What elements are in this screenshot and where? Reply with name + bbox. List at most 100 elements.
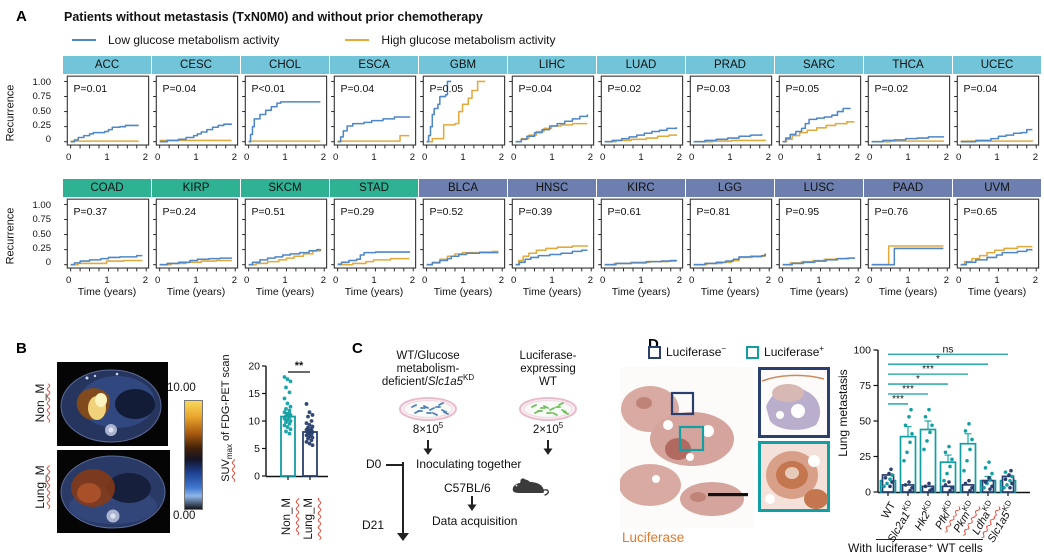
lung-histology-image [620, 367, 754, 528]
svg-text:P=0.01: P=0.01 [74, 83, 108, 95]
inoculating-label: Inoculating together [416, 457, 522, 471]
suv-axis-label: SUVmax of FDG-PET scan [219, 354, 235, 482]
panel-d-label: D [648, 336, 659, 353]
svg-text:P=0.05: P=0.05 [786, 83, 820, 95]
km-y-axis: Recurrence 1.00 0.75 0.50 0.25 0 [2, 179, 62, 299]
cancer-type-header-kirc: KIRC [597, 179, 685, 197]
pet-row-label-lung-m: Lung_M [33, 465, 47, 509]
svg-text:P=0.51: P=0.51 [252, 206, 286, 218]
legend-low-label: Low glucose metabolism activity [108, 33, 280, 47]
km-plot-lusc: P=0.95 [776, 198, 862, 272]
km-plot-uvm: P=0.65 [954, 198, 1040, 272]
km-plot-lgg: P=0.81 [687, 198, 773, 272]
km-plot-stad: P=0.29 [331, 198, 417, 272]
pet-colorbar [184, 400, 203, 510]
mouse-strain-label: C57BL/6 [444, 481, 491, 495]
km-panel-lusc: LUSC P=0.95 0 1 2 Time (years) [775, 179, 863, 299]
svg-text:20: 20 [248, 361, 260, 373]
timeline-d0-tick [386, 464, 404, 466]
km-row: Recurrence 1.00 0.75 0.50 0.25 0 ACC P=0.01 0 1 2 C… [2, 56, 1041, 163]
colorbar-min-label: 0.00 [173, 510, 196, 522]
cancer-type-header-lusc: LUSC [775, 179, 863, 197]
svg-text:P=0.04: P=0.04 [341, 83, 375, 95]
x-axis-title: Time (years) [878, 286, 938, 298]
cancer-type-header-hnsc: HNSC [508, 179, 596, 197]
cancer-type-header-kirp: KIRP [152, 179, 240, 197]
x-axis-title: Time (years) [967, 286, 1027, 298]
cancer-type-header-esca: ESCA [330, 56, 418, 74]
cancer-type-header-skcm: SKCM [241, 179, 329, 197]
svg-text:P=0.37: P=0.37 [74, 206, 108, 218]
svg-text:P=0.04: P=0.04 [964, 83, 998, 95]
legend-high-label: High glucose metabolism activity [381, 33, 556, 47]
luciferase-negative-inset [758, 367, 830, 438]
y-axis-title: Recurrence [4, 207, 17, 265]
svg-text:0: 0 [865, 487, 871, 499]
x-axis-title: Time (years) [611, 286, 671, 298]
km-plot-hnsc: P=0.39 [509, 198, 595, 272]
svg-text:15: 15 [248, 388, 260, 400]
x-axis-title: Time (years) [255, 286, 315, 298]
km-panel-uvm: UVM P=0.65 0 1 2 Time (years) [953, 179, 1041, 299]
km-panel-cesc: CESC P=0.04 0 1 2 [152, 56, 240, 163]
right-cells-description: Luciferase- expressing WT [519, 350, 577, 388]
km-row: Recurrence 1.00 0.75 0.50 0.25 0 COAD P=0.37 0 1 2… [2, 179, 1041, 299]
teal-square-icon [746, 345, 760, 359]
lung-metastasis-bar-chart: 0 25 50 75 100 *** *** * *** * ns [848, 342, 1034, 513]
km-panel-chol: CHOL P<0.01 0 1 2 [241, 56, 329, 163]
km-panel-paad: PAAD P=0.76 0 1 2 Time (years) [864, 179, 952, 299]
km-panel-gbm: GBM P=0.05 0 1 2 [419, 56, 507, 163]
down-arrow-icon [543, 440, 553, 455]
svg-text:P=0.81: P=0.81 [697, 206, 731, 218]
svg-text:P=0.61: P=0.61 [608, 206, 642, 218]
high-series-line-icon [345, 39, 370, 41]
km-panel-skcm: SKCM P=0.51 0 1 2 Time (years) [241, 179, 329, 299]
svg-text:P=0.29: P=0.29 [341, 206, 375, 218]
km-panel-prad: PRAD P=0.03 0 1 2 [686, 56, 774, 163]
suv-x-label-non_m: Non_M [281, 498, 293, 536]
km-plot-sarc: P=0.05 [776, 75, 862, 149]
cancer-type-header-luad: LUAD [597, 56, 685, 74]
panel-a: A Patients without metastasis (TxN0M0) a… [2, 8, 1041, 299]
km-panel-lgg: LGG P=0.81 0 1 2 Time (years) [686, 179, 774, 299]
km-plot-chol: P<0.01 [242, 75, 328, 149]
panel-d: D Luciferase− Luciferase+ [618, 336, 1044, 559]
km-panel-sarc: SARC P=0.05 0 1 2 [775, 56, 863, 163]
luciferase-positive-inset [758, 441, 830, 512]
svg-text:**: ** [295, 360, 304, 372]
panel-c-label: C [352, 340, 363, 357]
svg-text:P=0.05: P=0.05 [430, 83, 464, 95]
km-plot-thca: P=0.02 [865, 75, 951, 149]
cancer-type-header-stad: STAD [330, 179, 418, 197]
suv-bar-chart: 0 5 10 15 20 ** [240, 352, 332, 499]
legend-luciferase-negative: Luciferase− [648, 345, 726, 359]
km-plot-lihc: P=0.04 [509, 75, 595, 149]
svg-text:0: 0 [254, 471, 260, 483]
petri-dish-right-icon [519, 397, 577, 421]
x-axis-title: Time (years) [700, 286, 760, 298]
km-legend: Low glucose metabolism activity High glu… [72, 33, 555, 47]
svg-text:***: *** [892, 394, 904, 405]
svg-text:P=0.04: P=0.04 [519, 83, 553, 95]
luciferase-negative-roi-box [670, 391, 695, 416]
panel-a-title: Patients without metastasis (TxN0M0) and… [64, 10, 483, 24]
x-axis-title: Time (years) [77, 286, 137, 298]
cancer-type-header-uvm: UVM [953, 179, 1041, 197]
cancer-type-header-prad: PRAD [686, 56, 774, 74]
timeline-d0-label: D0 [366, 457, 382, 471]
km-panel-kirp: KIRP P=0.24 0 1 2 Time (years) [152, 179, 240, 299]
svg-text:P=0.04: P=0.04 [163, 83, 197, 95]
pet-scan-non-m [57, 362, 168, 446]
